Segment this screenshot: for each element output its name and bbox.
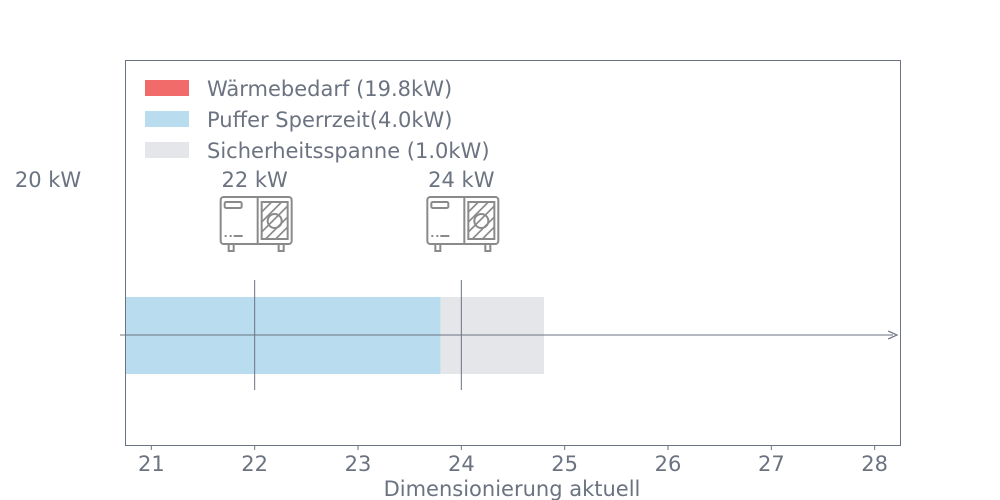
x-tick-label: 22: [241, 452, 268, 476]
legend-label: Sicherheitsspanne (1.0kW): [207, 139, 490, 163]
markers: 22 kW 24 kW: [219, 168, 500, 390]
x-axis-label: Dimensionierung aktuell: [384, 477, 641, 500]
x-tick-label: 26: [655, 452, 682, 476]
outside-label: 20 kW: [15, 168, 82, 192]
marker-label: 22 kW: [222, 168, 289, 192]
x-tick-label: 24: [448, 452, 475, 476]
arrow-head-icon: [887, 330, 899, 340]
legend-label: Puffer Sperrzeit(4.0kW): [207, 108, 453, 132]
legend-swatch: [145, 142, 189, 158]
heat-pump-icon: [219, 196, 293, 252]
x-ticks: 21 22 23 24 25 26 27 28: [138, 445, 888, 476]
x-tick-label: 25: [551, 452, 578, 476]
marker-label: 24 kW: [428, 168, 495, 192]
legend-label: Wärmebedarf (19.8kW): [207, 77, 452, 101]
x-tick-label: 27: [758, 452, 785, 476]
legend-swatch: [145, 80, 189, 96]
plot-frame: [125, 60, 901, 446]
legend-swatch: [145, 111, 189, 127]
x-tick-label: 23: [345, 452, 372, 476]
legend: Wärmebedarf (19.8kW) Puffer Sperrzeit(4.0…: [145, 77, 490, 163]
x-tick-label: 28: [861, 452, 888, 476]
heat-pump-icon: [426, 196, 500, 252]
x-tick-label: 21: [138, 452, 165, 476]
